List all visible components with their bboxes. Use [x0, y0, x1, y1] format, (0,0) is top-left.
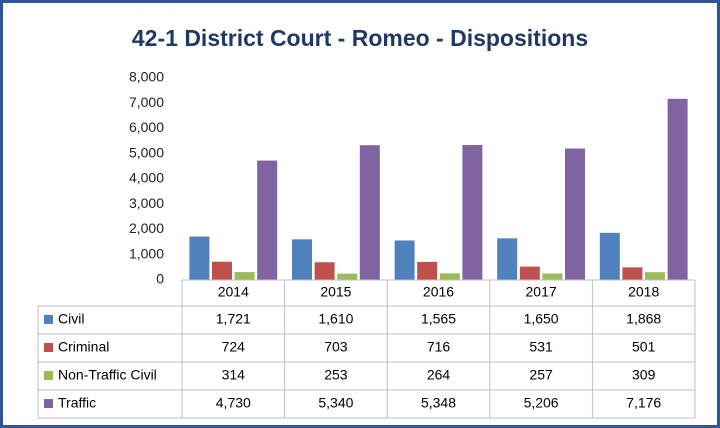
legend-label: Non-Traffic Civil	[58, 367, 157, 383]
y-tick-label: 1,000	[129, 245, 164, 261]
table-value: 4,730	[216, 395, 251, 411]
x-tick-label: 2015	[320, 284, 351, 300]
legend-label: Civil	[58, 311, 84, 327]
y-tick-label: 4,000	[129, 170, 164, 186]
bar	[645, 272, 665, 280]
table-value: 1,868	[626, 311, 661, 327]
bar	[234, 272, 255, 280]
table-value: 309	[632, 367, 656, 383]
bar	[542, 273, 563, 280]
legend-key	[44, 343, 53, 352]
bar	[189, 236, 210, 280]
table-value: 264	[427, 367, 451, 383]
y-tick-label: 5,000	[129, 144, 164, 160]
chart-title: 42-1 District Court - Romeo - Dispositio…	[132, 25, 588, 51]
legend-key	[44, 371, 53, 380]
bar	[394, 240, 415, 280]
bar	[599, 232, 620, 280]
bar	[314, 262, 335, 280]
bar	[337, 273, 358, 280]
table-value: 1,565	[421, 311, 456, 327]
table-value: 257	[529, 367, 553, 383]
table-value: 5,348	[421, 395, 456, 411]
table-value: 5,206	[524, 395, 559, 411]
table-value: 703	[324, 339, 348, 355]
table-value: 501	[632, 339, 656, 355]
legend-key	[44, 399, 53, 408]
legend-label: Criminal	[58, 339, 109, 355]
table-value: 724	[222, 339, 246, 355]
table-value: 5,340	[318, 395, 353, 411]
x-tick-label: 2016	[423, 284, 454, 300]
y-tick-label: 0	[156, 271, 164, 287]
bar	[497, 238, 518, 280]
bar	[462, 144, 483, 280]
bar	[622, 267, 643, 280]
y-tick-label: 8,000	[129, 69, 164, 85]
table-value: 7,176	[626, 395, 661, 411]
table-value: 1,650	[524, 311, 559, 327]
x-tick-label: 2014	[218, 284, 249, 300]
table-value: 314	[222, 367, 246, 383]
y-tick-label: 2,000	[129, 220, 164, 236]
legend-label: Traffic	[58, 395, 96, 411]
table-value: 1,610	[318, 311, 353, 327]
bar	[292, 239, 312, 280]
y-tick-label: 3,000	[129, 195, 164, 211]
table-value: 1,721	[216, 311, 251, 327]
bar	[212, 261, 232, 280]
table-value: 253	[324, 367, 348, 383]
y-tick-label: 6,000	[129, 119, 164, 135]
y-tick-label: 7,000	[129, 94, 164, 110]
bar	[257, 160, 278, 280]
table-value: 531	[529, 339, 553, 355]
table-value: 716	[427, 339, 451, 355]
bar	[417, 261, 438, 280]
bar	[565, 148, 585, 280]
x-tick-label: 2018	[628, 284, 659, 300]
bar	[359, 145, 380, 280]
legend-key	[44, 315, 53, 324]
bar	[667, 98, 688, 280]
bar	[439, 273, 460, 280]
x-tick-label: 2017	[526, 284, 557, 300]
bar	[519, 266, 540, 280]
